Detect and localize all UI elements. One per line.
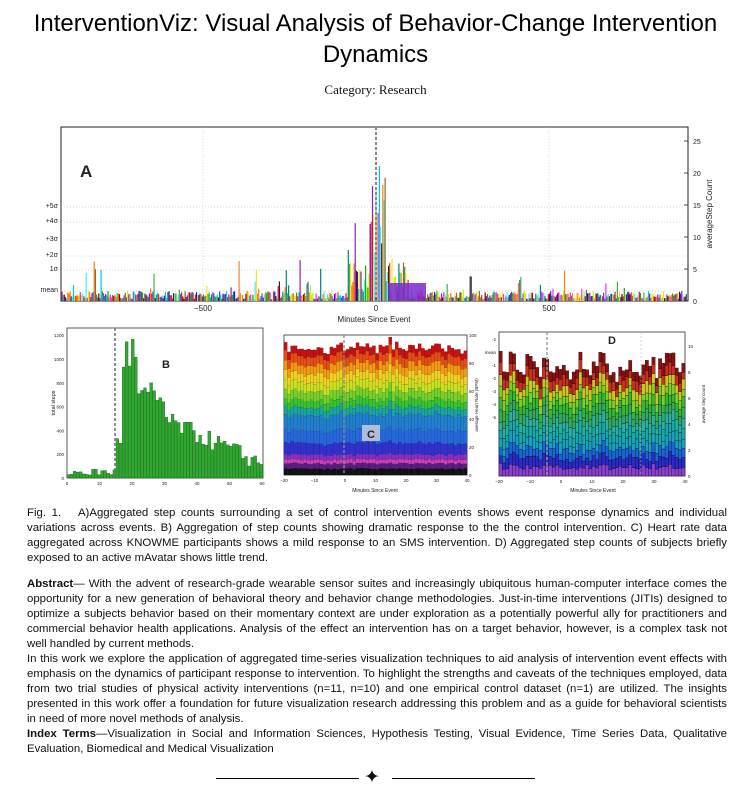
caption-lead: Fig. 1. — [27, 507, 62, 519]
y-tick-label: 5 — [693, 267, 697, 274]
b-y-tick: 200 — [56, 452, 64, 457]
panel-c-label: C — [367, 429, 375, 441]
y-tick-label: 20 — [693, 171, 701, 178]
divider-line-left — [216, 778, 359, 779]
figure-panel-a: A mean 1σ +2σ +3σ +4σ +5σ 0 5 10 15 20 25 −500 0 500… — [40, 126, 714, 324]
figure-panel-b: B 0 200 400 600 800 1000 1200 0 10 20 30 40 50 60 to… — [51, 327, 265, 486]
b-y-tick: 400 — [56, 428, 64, 433]
d-y-tick: 6 — [688, 396, 691, 401]
d-left-label: -1 — [492, 363, 496, 368]
abstract-paragraph-2: In this work we explore the application … — [27, 653, 727, 725]
sigma-label: +4σ — [46, 218, 59, 225]
divider-line-right — [392, 778, 535, 779]
b-x-tick: 50 — [227, 481, 233, 486]
panel-d-label: D — [608, 335, 616, 347]
b-y-tick: 1200 — [54, 333, 65, 338]
caption-text: A)Aggregated step counts surrounding a s… — [27, 507, 727, 564]
d-x-tick: 0 — [560, 479, 563, 484]
d-left-label: -4 — [492, 402, 496, 407]
b-x-tick: 30 — [162, 481, 168, 486]
d-y-tick: 0 — [688, 474, 691, 479]
c-y-tick: 20 — [469, 445, 475, 450]
d-left-label: -3 — [492, 389, 496, 394]
sigma-label: +3σ — [46, 236, 59, 243]
b-y-tick: 600 — [56, 405, 64, 410]
figure-caption: Fig. 1. A)Aggregated step counts surroun… — [27, 506, 727, 566]
figure-panel-d: D -2 mean -1 -2 -3 -4 -5 0 2 4 6 8 10 −20 −10 0 10 20 30… — [485, 331, 706, 494]
c-y-tick: 60 — [469, 389, 475, 394]
ornament-icon: ✦ — [364, 766, 380, 788]
d-y-tick: 2 — [688, 448, 691, 453]
c-x-tick: −10 — [311, 478, 319, 483]
y-tick-label: 10 — [693, 235, 701, 242]
d-x-tick: −20 — [495, 479, 503, 484]
panel-b-label: B — [162, 359, 170, 371]
d-left-label: -2 — [492, 337, 496, 342]
c-x-tick: 30 — [434, 478, 440, 483]
x-tick-label: 0 — [374, 304, 379, 313]
paper-title: InterventionViz: Visual Analysis of Beha… — [33, 10, 718, 68]
d-y-tick: 10 — [688, 344, 694, 349]
c-y-tick: 100 — [469, 333, 477, 338]
d-y-tick: 4 — [688, 422, 691, 427]
c-x-tick: −20 — [280, 478, 288, 483]
figure-panel-c: C 0 20 40 60 80 100 −20 −10 0 10 20 30 40 Minutes S… — [280, 333, 479, 494]
index-terms: Index Terms—Visualization in Social and … — [27, 727, 727, 757]
c-x-tick: 20 — [403, 478, 409, 483]
abstract-paragraph-1: — With the advent of research-grade wear… — [27, 578, 727, 650]
b-x-tick: 60 — [259, 481, 265, 486]
b-x-tick: 0 — [66, 481, 69, 486]
d-x-tick: 20 — [620, 479, 626, 484]
c-y-tick: 0 — [469, 473, 472, 478]
index-terms-text: —Visualization in Social and Information… — [27, 728, 727, 755]
d-left-label: -2 — [492, 376, 496, 381]
c-y-tick: 80 — [469, 361, 475, 366]
panel-a-ylabel: averageStep Count — [705, 179, 714, 249]
d-x-tick: 40 — [682, 479, 688, 484]
panel-d-xlabel: Minutes Since Event — [570, 488, 616, 494]
c-y-tick: 40 — [469, 417, 475, 422]
y-tick-label: 0 — [693, 299, 697, 306]
d-x-tick: 30 — [651, 479, 657, 484]
panel-d-ylabel: average step count — [701, 384, 706, 423]
d-x-tick: 10 — [589, 479, 595, 484]
panel-a-label: A — [80, 162, 92, 181]
b-y-tick: 1000 — [54, 357, 65, 362]
c-x-tick: 40 — [464, 478, 470, 483]
x-tick-label: −500 — [194, 304, 213, 313]
b-x-tick: 20 — [129, 481, 135, 486]
x-tick-label: 500 — [542, 304, 556, 313]
abstract-lead: Abstract — [27, 578, 74, 590]
section-divider: ✦ — [0, 766, 751, 788]
d-x-tick: −10 — [526, 479, 534, 484]
d-left-label: -5 — [492, 415, 496, 420]
sigma-label: +5σ — [46, 203, 59, 210]
sigma-label: +2σ — [46, 252, 59, 259]
sigma-label: mean — [40, 287, 58, 294]
sigma-label: 1σ — [50, 266, 59, 273]
abstract: Abstract— With the advent of research-gr… — [27, 577, 727, 727]
y-tick-label: 15 — [693, 203, 701, 210]
panel-c-xlabel: Minutes Since Event — [352, 488, 398, 494]
paper-category: Category: Research — [324, 82, 427, 97]
b-y-tick: 0 — [61, 476, 64, 481]
d-y-tick: 8 — [688, 370, 691, 375]
index-terms-lead: Index Terms — [27, 728, 96, 740]
b-y-tick: 800 — [56, 381, 64, 386]
c-x-tick: 10 — [373, 478, 379, 483]
panel-c-ylabel: average Heart Rate (BPM) — [474, 378, 479, 432]
panel-b-ylabel: total steps — [51, 390, 57, 415]
panel-a-xlabel: Minutes Since Event — [338, 315, 412, 324]
c-x-tick: 0 — [344, 478, 347, 483]
d-left-label: mean — [485, 350, 497, 355]
y-tick-label: 25 — [693, 139, 701, 146]
b-x-tick: 10 — [97, 481, 103, 486]
b-x-tick: 40 — [194, 481, 200, 486]
